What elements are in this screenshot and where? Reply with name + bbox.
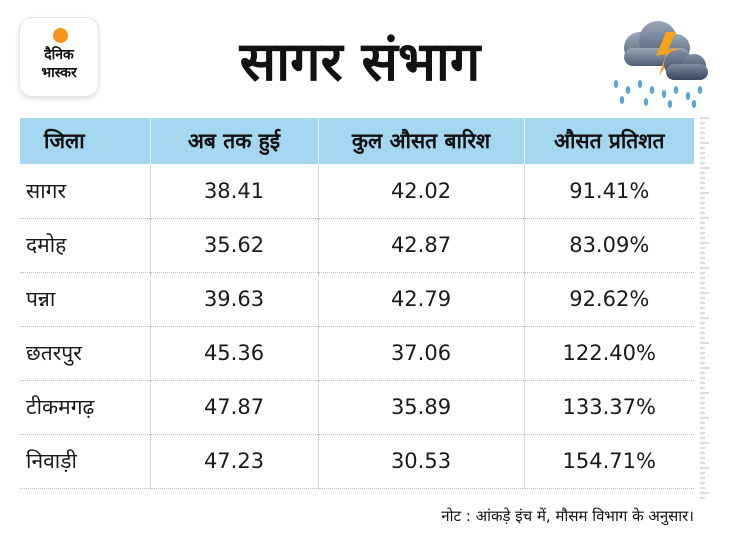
cell-rain-so-far: 45.36 <box>149 325 318 380</box>
cell-rain-so-far: 35.62 <box>149 217 318 272</box>
cell-percent: 92.62% <box>523 271 694 326</box>
table-header-row: जिला अब तक हुई कुल औसत बारिश औसत प्रतिशत <box>20 118 694 164</box>
table-row: टीकमगढ़ 47.87 35.89 133.37% <box>20 379 694 434</box>
cell-total-average: 35.89 <box>317 379 524 434</box>
ruler-decoration <box>700 116 712 502</box>
logo-line-2: भास्कर <box>41 65 77 81</box>
cell-district: पन्ना <box>20 271 150 326</box>
cell-percent: 91.41% <box>523 164 694 218</box>
cell-percent: 154.71% <box>523 433 694 489</box>
cell-district: निवाड़ी <box>20 433 150 489</box>
cell-district: दमोह <box>20 217 150 272</box>
table-row: पन्ना 39.63 42.79 92.62% <box>20 271 694 326</box>
sun-icon <box>53 28 68 43</box>
page-title: सागर संभाग <box>239 30 481 93</box>
table-row: दमोह 35.62 42.87 83.09% <box>20 217 694 272</box>
cell-percent: 122.40% <box>523 325 694 380</box>
table-row: निवाड़ी 47.23 30.53 154.71% <box>20 433 694 489</box>
cell-rain-so-far: 47.23 <box>149 433 318 489</box>
cell-district: छतरपुर <box>20 325 150 380</box>
cell-district: सागर <box>26 178 67 203</box>
cell-percent: 133.37% <box>523 379 694 434</box>
logo-line-1: दैनिक <box>44 47 74 63</box>
source-note: नोट : आंकड़े इंच में, मौसम विभाग के अनुस… <box>441 507 694 525</box>
cell-rain-so-far: 47.87 <box>149 379 318 434</box>
cell-total-average: 37.06 <box>317 325 524 380</box>
table-row: छतरपुर 45.36 37.06 122.40% <box>20 325 694 380</box>
cell-percent: 83.09% <box>523 217 694 272</box>
header-total-average-rain: कुल औसत बारिश <box>317 118 524 164</box>
storm-cloud-rain-icon <box>606 18 714 108</box>
cell-district: टीकमगढ़ <box>20 379 150 434</box>
rainfall-table: जिला अब तक हुई कुल औसत बारिश औसत प्रतिशत… <box>20 118 694 489</box>
cell-total-average: 42.87 <box>317 217 524 272</box>
cell-rain-so-far: 39.63 <box>149 271 318 326</box>
header-rain-so-far: अब तक हुई <box>149 118 318 164</box>
cell-total-average: 42.79 <box>317 271 524 326</box>
table-row: सागर 38.41 42.02 91.41% <box>20 164 694 218</box>
dainik-bhaskar-logo: दैनिक भास्कर <box>20 18 98 96</box>
cell-rain-so-far: 38.41 <box>149 164 318 218</box>
header-average-percent: औसत प्रतिशत <box>523 118 694 164</box>
cell-total-average: 42.02 <box>317 164 524 218</box>
header-district: जिला <box>20 118 150 164</box>
cell-total-average: 30.53 <box>317 433 524 489</box>
